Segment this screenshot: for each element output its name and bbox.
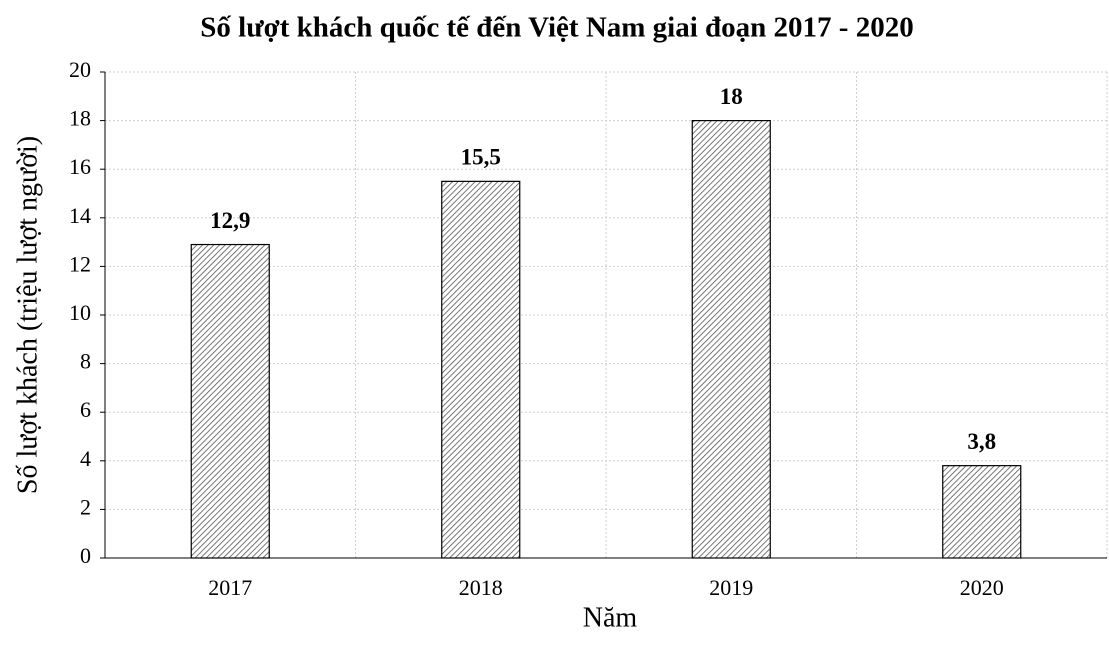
y-tick-label: 20 — [69, 57, 91, 82]
bar — [190, 243, 270, 559]
chart-title: Số lượt khách quốc tế đến Việt Nam giai … — [200, 12, 913, 44]
y-tick-label: 16 — [69, 154, 91, 179]
data-label: 15,5 — [461, 145, 501, 170]
x-tick-label: 2019 — [709, 575, 753, 600]
bar — [441, 180, 521, 559]
y-tick-label: 14 — [69, 203, 91, 228]
x-tick-label: 2017 — [208, 575, 252, 600]
x-tick-label: 2020 — [960, 575, 1004, 600]
x-axis-label: Năm — [583, 602, 638, 633]
bar — [942, 465, 1022, 559]
y-tick-label: 0 — [80, 543, 91, 568]
x-tick-label: 2018 — [459, 575, 503, 600]
data-label: 12,9 — [210, 208, 250, 233]
y-tick-label: 18 — [69, 106, 91, 131]
y-tick-label: 10 — [69, 300, 91, 325]
bar — [691, 119, 771, 559]
y-tick-label: 2 — [80, 494, 91, 519]
y-tick-label: 12 — [69, 251, 91, 276]
y-tick-label: 8 — [80, 349, 91, 374]
data-label: 18 — [720, 84, 743, 109]
y-axis-label: Số lượt khách (triệu lượt người) — [12, 136, 43, 494]
y-tick-label: 4 — [80, 446, 91, 471]
y-tick-label: 6 — [80, 397, 91, 422]
data-label: 3,8 — [967, 429, 996, 454]
